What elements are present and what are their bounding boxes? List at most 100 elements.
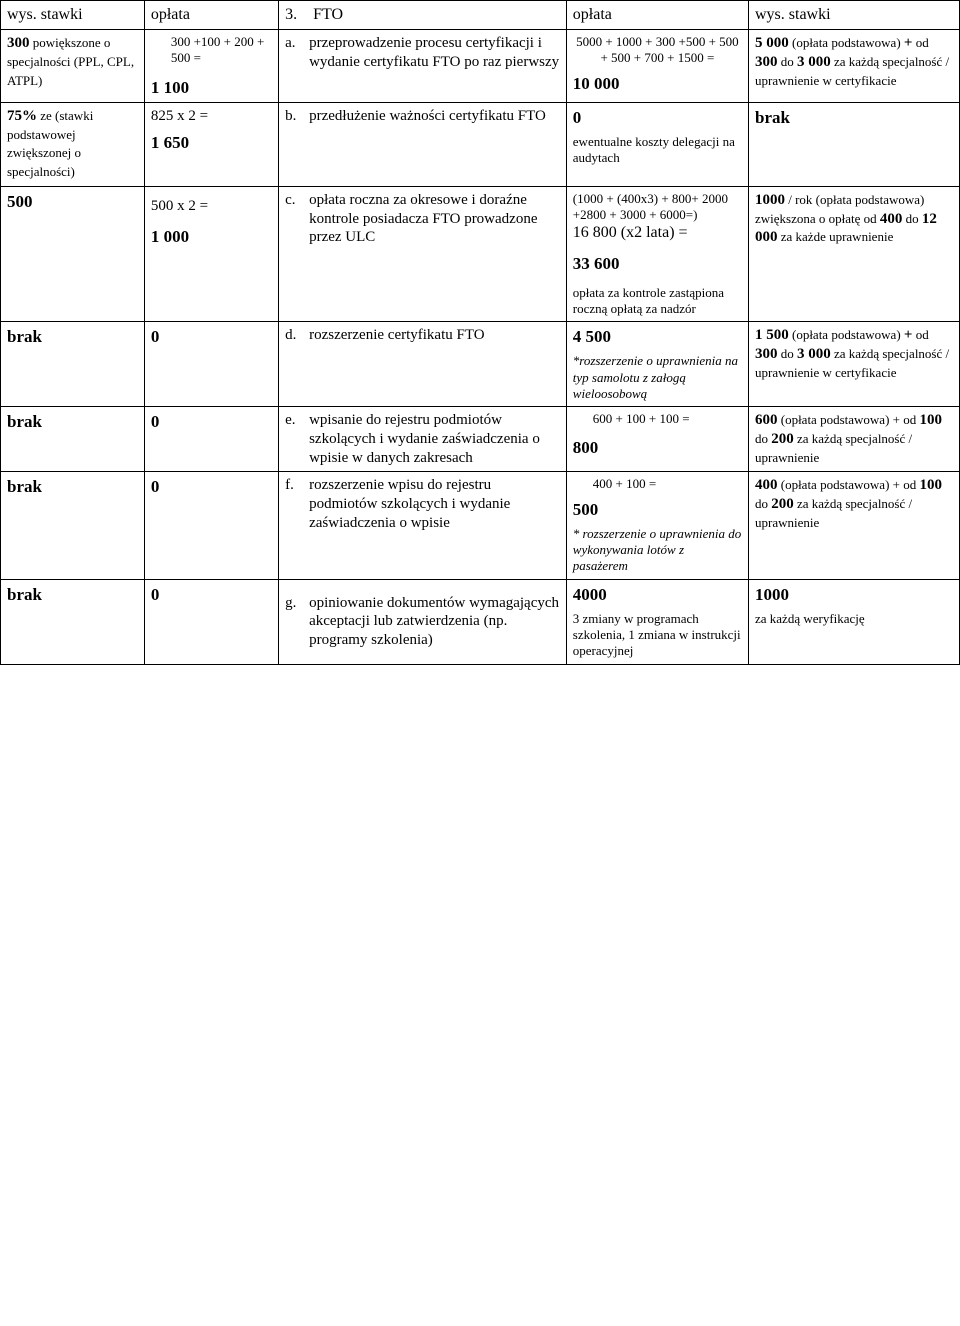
header-col2: opłata bbox=[144, 1, 278, 30]
cell-rate-right: 400 (opłata podstawowa) + od 100 do 200 … bbox=[748, 472, 959, 579]
header-label: FTO bbox=[313, 6, 343, 23]
p: 300 bbox=[755, 54, 778, 70]
item-text: opiniowanie dokumentów wymagających akce… bbox=[309, 594, 560, 650]
cell-fee-right: 400 + 100 = 500 * rozszerzenie o uprawni… bbox=[566, 472, 748, 579]
header-num: 3. bbox=[285, 6, 297, 23]
item-letter: b. bbox=[285, 107, 309, 126]
cell-fee-left: 300 +100 + 200 + 500 = 1 100 bbox=[144, 30, 278, 103]
rate-bold: brak bbox=[7, 412, 42, 431]
calc-result: 0 bbox=[151, 477, 160, 496]
cell-desc: a. przeprowadzenie procesu certyfikacji … bbox=[279, 30, 567, 103]
calc-text: 825 x 2 = bbox=[151, 107, 272, 126]
fee-table: wys. stawki opłata 3. FTO opłata wys. st… bbox=[0, 0, 960, 665]
p: (opłata podstawowa) bbox=[789, 35, 904, 50]
calc-result: 4 500 bbox=[573, 326, 742, 347]
cell-fee-left: 0 bbox=[144, 472, 278, 579]
cell-fee-right: 4000 3 zmiany w programach szkolenia, 1 … bbox=[566, 579, 748, 664]
header-col5: wys. stawki bbox=[748, 1, 959, 30]
table-row: 75% ze (stawki podstawowej zwiększonej o… bbox=[1, 102, 960, 186]
item-letter: a. bbox=[285, 34, 309, 72]
calc-result: 0 bbox=[151, 327, 160, 346]
table-row: brak 0 f. rozszerzenie wpisu do rejestru… bbox=[1, 472, 960, 579]
p: 200 bbox=[771, 496, 794, 512]
p: za każde uprawnienie bbox=[777, 229, 893, 244]
item-text: przeprowadzenie procesu certyfikacji i w… bbox=[309, 34, 560, 72]
item-text: opłata roczna za okresowe i doraźne kont… bbox=[309, 191, 560, 247]
calc-result: 500 bbox=[573, 499, 742, 520]
p: 400 bbox=[755, 477, 778, 493]
calc-text: (1000 + (400x3) + 800+ 2000 +2800 + 3000… bbox=[573, 191, 742, 224]
foot-text: opłata za kontrole zastąpiona roczną opł… bbox=[573, 285, 742, 318]
p: 100 bbox=[919, 412, 942, 428]
note-text: 3 zmiany w programach szkolenia, 1 zmian… bbox=[573, 611, 742, 660]
cell-rate: 300 powiększone o specjalności (PPL, CPL… bbox=[1, 30, 145, 103]
item-letter: f. bbox=[285, 476, 309, 532]
calc-text: 400 + 100 = bbox=[573, 476, 742, 492]
cell-rate: 500 bbox=[1, 186, 145, 321]
cell-fee-left: 0 bbox=[144, 579, 278, 664]
p: 5 000 bbox=[755, 35, 789, 51]
item-letter: e. bbox=[285, 411, 309, 467]
rate-bold: 75% bbox=[7, 108, 37, 124]
table-row: brak 0 e. wpisanie do rejestru podmiotów… bbox=[1, 407, 960, 472]
cell-desc: e. wpisanie do rejestru podmiotów szkolą… bbox=[279, 407, 567, 472]
p: 400 bbox=[880, 211, 903, 227]
p: do bbox=[777, 346, 797, 361]
cell-rate-right: 1000 / rok (opłata podstawowa) zwiększon… bbox=[748, 186, 959, 321]
italic-note: * rozszerzenie o uprawnienia do wykonywa… bbox=[573, 526, 742, 575]
cell-rate: brak bbox=[1, 322, 145, 407]
cell-rate: brak bbox=[1, 579, 145, 664]
table-row: brak 0 g. opiniowanie dokumentów wymagaj… bbox=[1, 579, 960, 664]
table-row: 500 500 x 2 = 1 000 c. opłata roczna za … bbox=[1, 186, 960, 321]
cell-desc: b. przedłużenie ważności certyfikatu FTO bbox=[279, 102, 567, 186]
item-letter: g. bbox=[285, 594, 309, 650]
table-row: brak 0 d. rozszerzenie certyfikatu FTO 4… bbox=[1, 322, 960, 407]
cell-rate-right: 5 000 (opłata podstawowa) + od 300 do 3 … bbox=[748, 30, 959, 103]
header-col4: opłata bbox=[566, 1, 748, 30]
p: (opłata podstawowa) + od bbox=[777, 412, 919, 427]
item-text: przedłużenie ważności certyfikatu FTO bbox=[309, 107, 560, 126]
p: 1 500 bbox=[755, 327, 789, 343]
p: 1000 bbox=[755, 192, 785, 208]
cell-rate: 75% ze (stawki podstawowej zwiększonej o… bbox=[1, 102, 145, 186]
item-letter: d. bbox=[285, 326, 309, 345]
cell-fee-right: 0 ewentualne koszty delegacji na audytac… bbox=[566, 102, 748, 186]
header-col3: 3. FTO bbox=[279, 1, 567, 30]
extra-text: za każdą weryfikację bbox=[755, 611, 953, 627]
cell-fee-left: 0 bbox=[144, 407, 278, 472]
cell-desc: c. opłata roczna za okresowe i doraźne k… bbox=[279, 186, 567, 321]
item-text: rozszerzenie certyfikatu FTO bbox=[309, 326, 560, 345]
calc-result: 1 000 bbox=[151, 226, 272, 247]
calc-result: 33 600 bbox=[573, 253, 742, 274]
calc-result: 0 bbox=[151, 412, 160, 431]
cell-rate-right: brak bbox=[748, 102, 959, 186]
mid-text: 16 800 (x2 lata) = bbox=[573, 223, 742, 243]
table-row: 300 powiększone o specjalności (PPL, CPL… bbox=[1, 30, 960, 103]
p: (opłata podstawowa) + od bbox=[777, 477, 919, 492]
cell-fee-left: 825 x 2 = 1 650 bbox=[144, 102, 278, 186]
rate-bold: 500 bbox=[7, 192, 33, 211]
cell-rate-right: 600 (opłata podstawowa) + od 100 do 200 … bbox=[748, 407, 959, 472]
cell-rate: brak bbox=[1, 407, 145, 472]
p: 300 bbox=[755, 346, 778, 362]
calc-text: 600 + 100 + 100 = bbox=[573, 411, 742, 427]
p: 200 bbox=[771, 431, 794, 447]
calc-result: 800 bbox=[573, 437, 742, 458]
cell-desc: f. rozszerzenie wpisu do rejestru podmio… bbox=[279, 472, 567, 579]
calc-result: 10 000 bbox=[573, 73, 742, 94]
calc-text: 5000 + 1000 + 300 +500 + 500 + 500 + 700… bbox=[573, 34, 742, 67]
note-text: ewentualne koszty delegacji na audytach bbox=[573, 134, 742, 167]
calc-text: 300 +100 + 200 + 500 = bbox=[151, 34, 272, 67]
cell-fee-right: 600 + 100 + 100 = 800 bbox=[566, 407, 748, 472]
rate-bold: brak bbox=[755, 108, 790, 127]
cell-desc: g. opiniowanie dokumentów wymagających a… bbox=[279, 579, 567, 664]
p: do bbox=[902, 211, 922, 226]
p: od bbox=[912, 327, 928, 342]
p: 3 000 bbox=[797, 346, 831, 362]
p: 3 000 bbox=[797, 54, 831, 70]
rate-bold: 300 bbox=[7, 35, 30, 51]
cell-fee-right: (1000 + (400x3) + 800+ 2000 +2800 + 3000… bbox=[566, 186, 748, 321]
cell-rate-right: 1 500 (opłata podstawowa) + od 300 do 3 … bbox=[748, 322, 959, 407]
p: do bbox=[755, 431, 771, 446]
item-text: rozszerzenie wpisu do rejestru podmiotów… bbox=[309, 476, 560, 532]
